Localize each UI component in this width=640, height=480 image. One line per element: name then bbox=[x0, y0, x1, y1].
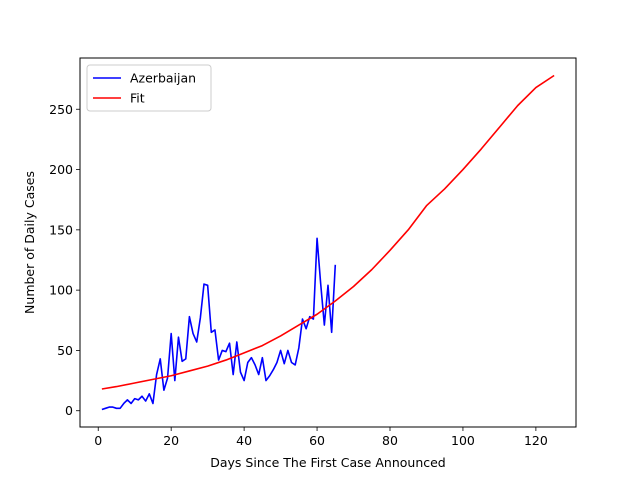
x-tick-label: 0 bbox=[94, 433, 102, 448]
series-line-fit bbox=[101, 74, 555, 390]
x-tick-label: 100 bbox=[451, 433, 475, 448]
y-axis: 0 50 100 150 200 250 bbox=[49, 102, 80, 418]
x-tick-label: 80 bbox=[382, 433, 398, 448]
y-tick-label: 200 bbox=[49, 162, 73, 177]
y-tick-label: 50 bbox=[57, 343, 73, 358]
x-axis: 0 20 40 60 80 100 120 bbox=[94, 427, 548, 448]
legend-label: Azerbaijan bbox=[130, 71, 196, 86]
y-axis-label: Number of Daily Cases bbox=[22, 171, 37, 314]
y-tick-label: 150 bbox=[49, 222, 73, 237]
legend-box bbox=[86, 64, 212, 112]
x-tick-label: 40 bbox=[236, 433, 252, 448]
y-tick-label: 0 bbox=[65, 403, 73, 418]
x-tick-label: 120 bbox=[524, 433, 548, 448]
axes-frame bbox=[79, 57, 577, 428]
plot-area bbox=[101, 74, 555, 411]
series-line-azerbaijan bbox=[101, 237, 337, 411]
y-tick-label: 250 bbox=[49, 102, 73, 117]
y-tick-label: 100 bbox=[49, 283, 73, 298]
x-tick-label: 60 bbox=[309, 433, 325, 448]
legend-label: Fit bbox=[130, 91, 145, 106]
x-axis-label: Days Since The First Case Announced bbox=[210, 455, 446, 470]
x-tick-label: 20 bbox=[163, 433, 179, 448]
legend: Azerbaijan Fit bbox=[86, 64, 212, 112]
